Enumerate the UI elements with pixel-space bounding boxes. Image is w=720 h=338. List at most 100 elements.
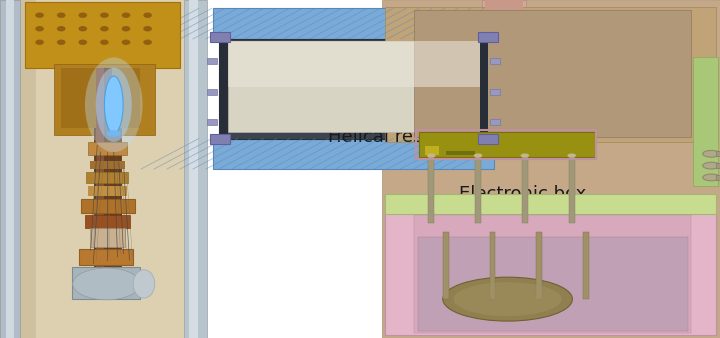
Text: Helical resonator: Helical resonator bbox=[328, 128, 481, 146]
Bar bbox=[428, 155, 434, 223]
Ellipse shape bbox=[100, 26, 109, 31]
Bar bbox=[184, 0, 207, 338]
Bar bbox=[61, 68, 97, 128]
Bar bbox=[213, 139, 494, 169]
Bar bbox=[207, 58, 217, 64]
Bar bbox=[210, 134, 230, 144]
Ellipse shape bbox=[474, 153, 482, 158]
Bar bbox=[478, 32, 498, 42]
Bar bbox=[446, 151, 475, 155]
Ellipse shape bbox=[143, 40, 152, 45]
Bar bbox=[385, 194, 716, 214]
Text: Electronic box: Electronic box bbox=[459, 185, 587, 203]
Bar bbox=[79, 249, 133, 265]
Bar bbox=[490, 58, 500, 64]
Ellipse shape bbox=[35, 26, 44, 31]
Ellipse shape bbox=[73, 268, 140, 300]
Ellipse shape bbox=[454, 282, 562, 316]
Ellipse shape bbox=[78, 40, 87, 45]
Bar bbox=[385, 213, 716, 335]
Ellipse shape bbox=[443, 277, 572, 321]
Ellipse shape bbox=[703, 174, 720, 181]
Ellipse shape bbox=[133, 270, 155, 298]
Bar bbox=[416, 130, 595, 159]
Bar bbox=[25, 2, 180, 68]
Ellipse shape bbox=[143, 26, 152, 31]
Ellipse shape bbox=[104, 76, 123, 134]
Ellipse shape bbox=[143, 13, 152, 18]
Bar bbox=[490, 89, 500, 95]
Bar bbox=[485, 0, 523, 54]
Bar bbox=[54, 64, 155, 135]
Bar bbox=[0, 0, 207, 338]
Bar bbox=[112, 68, 140, 128]
Bar bbox=[88, 186, 127, 196]
Bar bbox=[490, 232, 495, 299]
Bar bbox=[207, 89, 217, 95]
Ellipse shape bbox=[703, 162, 720, 169]
Bar bbox=[228, 41, 480, 87]
Bar bbox=[478, 134, 498, 144]
Bar bbox=[189, 0, 198, 338]
Ellipse shape bbox=[521, 153, 529, 158]
Bar bbox=[482, 0, 526, 61]
Bar bbox=[382, 0, 720, 338]
Bar bbox=[425, 146, 439, 155]
Bar bbox=[6, 0, 14, 338]
Bar bbox=[447, 39, 489, 139]
Bar bbox=[0, 0, 20, 338]
Ellipse shape bbox=[96, 68, 132, 142]
Bar bbox=[94, 68, 121, 269]
Bar bbox=[480, 39, 488, 139]
Ellipse shape bbox=[427, 153, 436, 158]
Bar bbox=[414, 10, 691, 137]
Ellipse shape bbox=[35, 40, 44, 45]
Bar bbox=[522, 155, 528, 223]
Ellipse shape bbox=[122, 13, 130, 18]
Bar bbox=[414, 215, 691, 333]
Ellipse shape bbox=[100, 13, 109, 18]
Bar bbox=[693, 57, 718, 186]
Bar bbox=[583, 232, 589, 299]
Bar bbox=[536, 232, 542, 299]
Bar bbox=[85, 215, 130, 228]
Bar bbox=[210, 32, 230, 42]
Ellipse shape bbox=[567, 153, 576, 158]
Bar bbox=[419, 132, 595, 157]
Ellipse shape bbox=[122, 26, 130, 31]
Ellipse shape bbox=[35, 13, 44, 18]
Bar bbox=[228, 41, 480, 132]
Ellipse shape bbox=[78, 26, 87, 31]
Ellipse shape bbox=[703, 150, 720, 157]
Bar bbox=[90, 228, 125, 247]
Ellipse shape bbox=[85, 57, 143, 152]
Bar bbox=[96, 68, 104, 269]
Bar bbox=[475, 155, 481, 223]
Ellipse shape bbox=[107, 130, 121, 137]
Bar bbox=[72, 267, 140, 299]
Bar bbox=[418, 237, 688, 331]
Bar bbox=[213, 8, 494, 39]
Bar bbox=[81, 199, 135, 213]
Text: Hermetic cell: Hermetic cell bbox=[459, 241, 579, 259]
Bar bbox=[219, 39, 228, 139]
Bar bbox=[90, 161, 125, 169]
Bar bbox=[86, 172, 128, 183]
Bar bbox=[207, 119, 217, 125]
Bar bbox=[716, 163, 720, 168]
Bar bbox=[490, 119, 500, 125]
Ellipse shape bbox=[78, 13, 87, 18]
Bar bbox=[88, 142, 127, 155]
Bar bbox=[36, 0, 207, 338]
Bar bbox=[716, 175, 720, 180]
Ellipse shape bbox=[122, 40, 130, 45]
Ellipse shape bbox=[57, 13, 66, 18]
Bar bbox=[569, 155, 575, 223]
Ellipse shape bbox=[57, 40, 66, 45]
Bar bbox=[716, 151, 720, 156]
Bar bbox=[385, 7, 716, 142]
Bar bbox=[443, 232, 449, 299]
Ellipse shape bbox=[57, 26, 66, 31]
Ellipse shape bbox=[100, 40, 109, 45]
Bar bbox=[219, 39, 488, 139]
